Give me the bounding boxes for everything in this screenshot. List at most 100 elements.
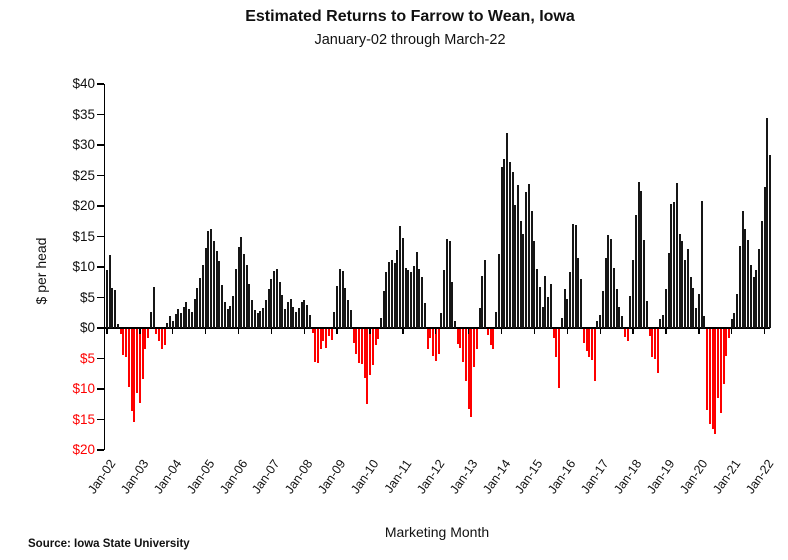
bar — [719, 328, 722, 414]
bar — [152, 287, 155, 328]
bar — [456, 328, 459, 344]
bar — [421, 276, 424, 328]
y-tick-label: $20 — [72, 198, 95, 213]
bar — [253, 310, 256, 328]
y-tick-label: $15 — [72, 411, 95, 427]
bar — [177, 309, 180, 328]
bar — [722, 328, 725, 385]
bar — [462, 328, 465, 363]
bar — [371, 328, 374, 365]
bar — [706, 328, 709, 411]
bar — [741, 210, 744, 328]
bar — [264, 299, 267, 328]
bar — [593, 328, 596, 381]
bar — [766, 117, 769, 328]
x-tick — [237, 328, 240, 334]
y-tick-label: $25 — [72, 167, 95, 183]
bar — [221, 284, 224, 328]
bar — [300, 301, 303, 328]
bar — [643, 239, 646, 328]
bar — [352, 328, 355, 344]
y-tick — [96, 235, 104, 238]
bar — [525, 191, 528, 328]
bar — [659, 319, 662, 328]
bar — [229, 306, 232, 328]
bar — [306, 305, 309, 328]
x-tick — [500, 328, 503, 334]
bar — [645, 300, 648, 328]
bar — [654, 328, 656, 359]
bar — [275, 268, 278, 328]
bar — [199, 277, 202, 328]
bar — [634, 215, 637, 328]
bar — [604, 258, 607, 328]
bar — [201, 264, 204, 328]
bar — [730, 318, 733, 328]
y-tick — [96, 83, 104, 85]
bar — [226, 309, 229, 328]
bar — [349, 310, 352, 328]
bar — [119, 328, 122, 334]
bar — [322, 328, 325, 342]
bar — [566, 299, 569, 328]
bar — [662, 315, 665, 328]
bar — [503, 159, 506, 328]
bar — [656, 328, 659, 374]
x-tick — [139, 328, 141, 334]
bar — [281, 295, 284, 328]
bar — [114, 289, 117, 328]
x-tick — [106, 328, 108, 334]
bar — [155, 328, 158, 335]
bar — [160, 328, 163, 350]
bar — [147, 328, 150, 339]
bar — [738, 245, 741, 328]
x-tick — [665, 328, 667, 334]
bar — [500, 166, 503, 328]
bar — [506, 133, 509, 328]
bar — [717, 328, 720, 398]
bar — [404, 268, 407, 328]
bar — [330, 328, 333, 340]
bar — [149, 312, 152, 328]
bar — [415, 252, 418, 328]
bar — [325, 328, 328, 349]
bar — [223, 301, 226, 328]
y-tick-label: $15 — [72, 228, 95, 244]
bar — [533, 241, 536, 328]
bar — [182, 307, 185, 328]
bar — [684, 259, 687, 328]
bar — [179, 313, 182, 328]
y-tick — [96, 174, 104, 177]
y-tick — [96, 418, 104, 421]
bar — [700, 200, 703, 328]
bar — [725, 328, 728, 356]
x-tick — [204, 328, 207, 334]
y-tick — [96, 388, 104, 390]
y-tick — [96, 357, 104, 360]
bar — [678, 234, 681, 328]
y-tick — [96, 296, 104, 299]
bar — [130, 328, 133, 412]
bar — [651, 328, 654, 358]
bar — [464, 328, 467, 382]
bar — [374, 328, 377, 345]
bar — [629, 296, 632, 328]
x-tick — [369, 328, 371, 334]
bar — [297, 308, 300, 328]
x-tick — [566, 328, 568, 334]
bar — [585, 328, 588, 351]
bar — [522, 234, 525, 328]
bar — [467, 328, 470, 409]
bar — [681, 241, 684, 328]
bar — [108, 254, 111, 328]
bar — [760, 221, 763, 328]
bar — [240, 237, 243, 328]
bar — [144, 328, 147, 349]
bar — [262, 307, 265, 328]
bar — [336, 285, 339, 328]
bar — [380, 318, 382, 328]
bar — [158, 328, 161, 342]
bar — [733, 312, 736, 328]
bar — [237, 247, 240, 328]
bar — [127, 328, 130, 388]
